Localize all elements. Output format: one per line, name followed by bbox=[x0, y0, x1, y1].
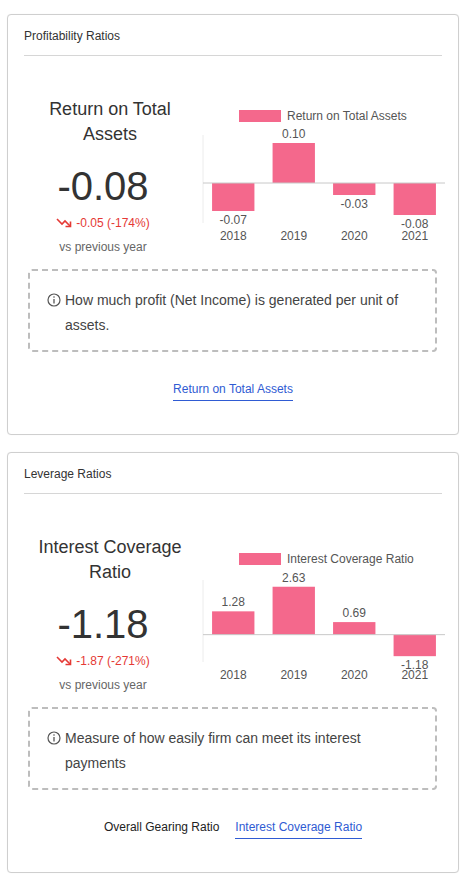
metric-title: Interest Coverage Ratio bbox=[30, 535, 190, 585]
tab-bar: Overall Gearing Ratio Interest Coverage R… bbox=[8, 819, 458, 839]
tab-bar: Return on Total Assets bbox=[8, 381, 458, 401]
info-box: Measure of how easily firm can meet its … bbox=[28, 707, 437, 790]
data-label: -0.07 bbox=[220, 213, 248, 227]
category-label: 2021 bbox=[401, 668, 428, 682]
card-header: Profitability Ratios bbox=[24, 28, 120, 44]
info-text: How much profit (Net Income) is generate… bbox=[65, 288, 410, 338]
charts-layer: Return on Total Assets -0.07 0.10 -0.03 -0.0… bbox=[0, 0, 465, 882]
data-label: 0.10 bbox=[282, 127, 306, 141]
metric-change-text: -1.87 (-271%) bbox=[76, 654, 149, 668]
bar bbox=[212, 611, 254, 634]
metric-value: -1.18 bbox=[8, 599, 198, 649]
baseline bbox=[203, 183, 445, 184]
category-label: 2018 bbox=[220, 668, 247, 682]
data-label: -0.03 bbox=[341, 197, 369, 211]
legend-swatch bbox=[239, 553, 281, 565]
data-label: 1.28 bbox=[222, 595, 246, 609]
card-header: Leverage Ratios bbox=[24, 466, 111, 482]
bars bbox=[212, 143, 436, 215]
data-label: 2.63 bbox=[282, 571, 306, 585]
value-range-line bbox=[203, 580, 204, 662]
trend-down-icon bbox=[56, 655, 72, 667]
bar bbox=[333, 183, 375, 195]
comparison-text: vs previous year bbox=[8, 239, 198, 255]
info-icon bbox=[47, 293, 61, 307]
metric-title: Return on Total Assets bbox=[30, 97, 190, 147]
info-dot bbox=[53, 296, 55, 298]
separator bbox=[24, 493, 442, 494]
metric-change-text: -0.05 (-174%) bbox=[76, 216, 149, 230]
separator bbox=[24, 55, 442, 56]
category-label: 2020 bbox=[341, 668, 368, 682]
bar bbox=[394, 183, 436, 215]
bar bbox=[273, 587, 315, 635]
category-label: 2021 bbox=[401, 229, 428, 243]
bar bbox=[212, 183, 254, 211]
info-stem bbox=[53, 299, 54, 304]
info-box: How much profit (Net Income) is generate… bbox=[28, 269, 437, 352]
info-dot bbox=[53, 734, 55, 736]
metric-change: -1.87 (-271%) bbox=[8, 653, 198, 669]
trend-arrow bbox=[66, 222, 71, 227]
metric-change: -0.05 (-174%) bbox=[8, 215, 198, 231]
tab[interactable]: Overall Gearing Ratio bbox=[104, 819, 219, 839]
trend-line bbox=[57, 657, 70, 664]
category-label: 2019 bbox=[280, 668, 307, 682]
info-circle bbox=[48, 732, 60, 744]
value-range-line bbox=[203, 135, 204, 223]
legend-label: Return on Total Assets bbox=[287, 109, 407, 123]
baseline bbox=[203, 634, 445, 635]
info-icon bbox=[47, 731, 61, 745]
card: Leverage Ratios Interest Coverage Ratio -1… bbox=[7, 452, 459, 873]
legend-label: Interest Coverage Ratio bbox=[287, 552, 414, 566]
bar bbox=[394, 635, 436, 657]
category-label: 2018 bbox=[220, 229, 247, 243]
trend-down-icon bbox=[56, 217, 72, 229]
tab[interactable]: Interest Coverage Ratio bbox=[235, 819, 362, 839]
tab[interactable]: Return on Total Assets bbox=[173, 381, 293, 401]
metric-value: -0.08 bbox=[8, 161, 198, 211]
info-text: Measure of how easily firm can meet its … bbox=[65, 726, 410, 776]
bars bbox=[212, 587, 436, 656]
data-label: 0.69 bbox=[343, 606, 367, 620]
category-label: 2020 bbox=[341, 229, 368, 243]
legend-swatch bbox=[239, 110, 281, 122]
info-circle bbox=[48, 294, 60, 306]
category-label: 2019 bbox=[280, 229, 307, 243]
info-stem bbox=[53, 737, 54, 742]
bar bbox=[273, 143, 315, 183]
trend-arrow bbox=[66, 660, 71, 665]
bar bbox=[333, 622, 375, 635]
trend-line bbox=[57, 219, 70, 226]
comparison-text: vs previous year bbox=[8, 677, 198, 693]
